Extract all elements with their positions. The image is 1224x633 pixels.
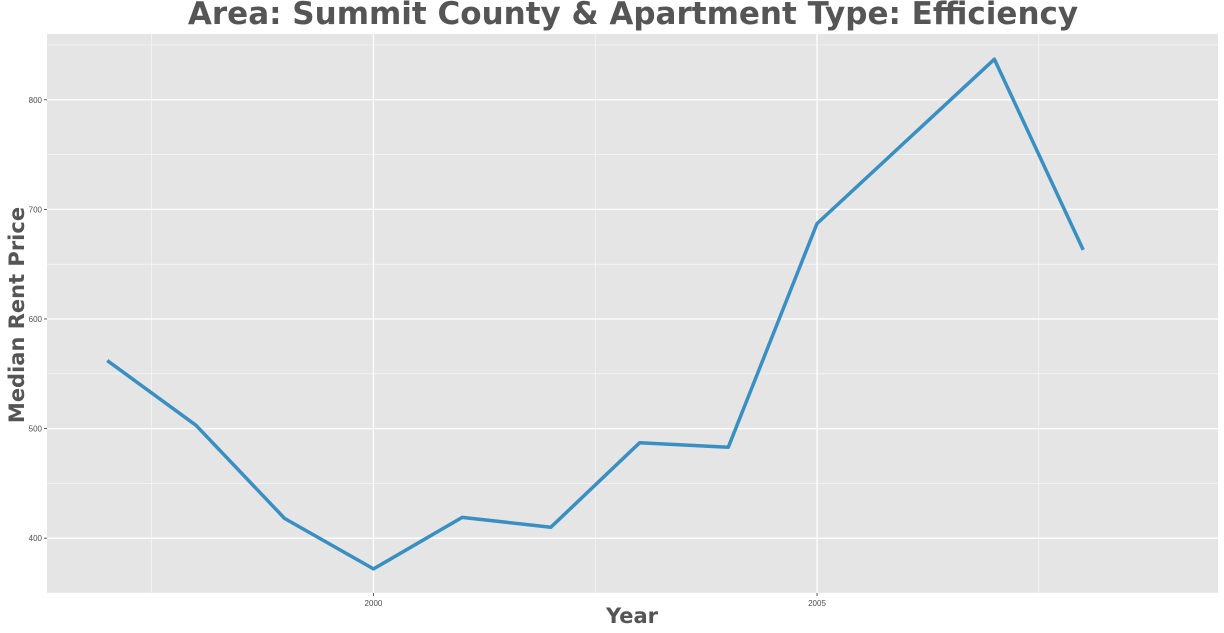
chart-title: Area: Summit County & Apartment Type: Ef…: [187, 0, 1079, 32]
y-tick-label: 600: [29, 315, 43, 324]
major-gridlines: [47, 34, 1218, 593]
series-line-0: [106, 57, 1085, 571]
y-tick-label: 500: [29, 425, 43, 434]
series-layer: [106, 57, 1085, 571]
y-tick-label: 700: [29, 205, 43, 214]
x-axis-ticks: 2000 2005: [365, 593, 826, 608]
x-tick-label: 2000: [365, 599, 383, 608]
y-tick-label: 800: [29, 96, 43, 105]
x-axis-title: Year: [605, 604, 659, 628]
y-tick-label: 400: [29, 534, 43, 543]
y-axis-title: Median Rent Price: [5, 206, 29, 424]
y-axis-ticks: 400 500 600 700 800: [29, 96, 47, 543]
plot-panel: [47, 34, 1218, 593]
minor-gridlines: [47, 34, 1218, 594]
x-tick-label: 2005: [808, 599, 826, 608]
